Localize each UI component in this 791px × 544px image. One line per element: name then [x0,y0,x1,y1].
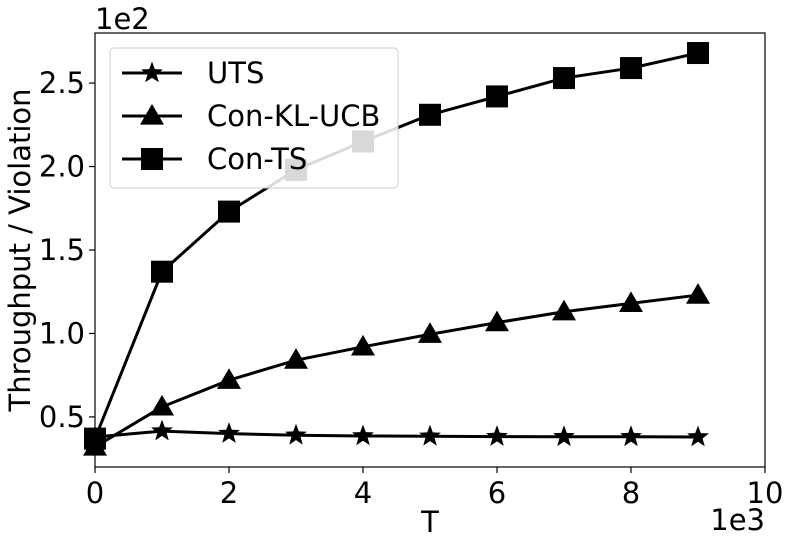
data-point [352,424,374,446]
legend-marker [141,148,163,170]
data-point [218,422,240,443]
data-point [686,283,710,304]
legend-box [109,47,399,189]
data-point [151,260,173,283]
data-point [217,368,241,389]
data-point [486,85,508,108]
data-point [418,322,442,343]
x-tick-label: 10 [747,476,784,510]
y-tick-label: 1.0 [39,316,85,350]
data-point [687,425,709,447]
series-line [94,429,699,439]
legend-label: UTS [207,56,264,90]
legend-label: Con-TS [207,142,307,176]
x-tick-label: 0 [86,476,104,510]
y-tick-label: 1.5 [39,233,85,267]
data-point [285,423,307,445]
series-con-kl-ucb [83,283,710,456]
legend-marker [141,61,163,83]
data-point [150,394,174,416]
y-tick-label: 2.0 [39,150,85,184]
data-point [218,200,240,223]
data-point [687,42,709,65]
data-point [619,291,643,313]
data-point [419,424,441,446]
y-offset-label: 1e2 [95,2,150,36]
y-axis-label: Throughput / Violation [3,88,37,412]
data-point [351,334,375,356]
data-point [486,425,508,446]
data-point [485,310,509,332]
data-point [151,419,173,441]
legend-item: Con-KL-UCB [122,99,380,133]
y-tick-label: 0.5 [39,400,85,434]
legend-item: UTS [122,56,264,90]
y-tick-label: 2.5 [39,66,85,100]
data-point [419,103,441,126]
data-point [553,425,575,447]
data-point [552,299,576,321]
x-tick-label: 6 [488,476,506,510]
x-tick-label: 8 [622,476,640,510]
x-tick-label: 4 [354,476,372,510]
legend-item: Con-TS [122,142,307,176]
data-point [284,348,308,369]
x-axis: 0 2 4 6 8 10 [86,467,784,510]
legend-marker [140,104,164,125]
x-tick-label: 2 [220,476,238,510]
series-line [94,293,699,449]
y-axis: 0.5 1.0 1.5 2.0 2.5 [39,66,95,434]
data-point [553,67,575,90]
x-axis-label: T [420,505,439,539]
x-offset-label: 1e3 [710,503,765,537]
data-point [620,425,642,447]
legend-label: Con-KL-UCB [207,99,380,133]
series-uts [84,419,709,447]
data-point [620,57,642,80]
legend: UTS Con-KL-UCB Con-TS [109,47,399,189]
